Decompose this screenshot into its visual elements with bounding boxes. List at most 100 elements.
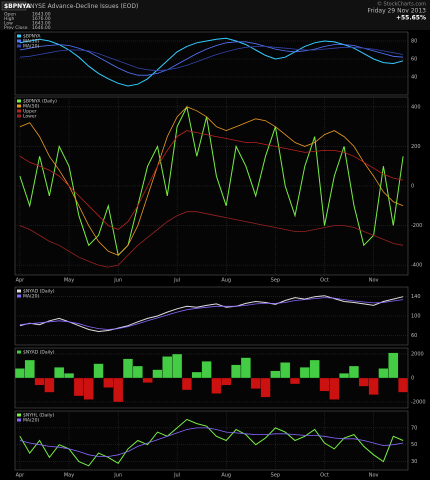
legend-label: MA(20) [23, 294, 39, 300]
y-tick-label: 60 [411, 333, 417, 339]
bar [162, 356, 173, 379]
legend-swatch [17, 413, 21, 417]
y-tick-label: -400 [411, 263, 422, 269]
legend-swatch [17, 114, 21, 118]
legend-swatch [17, 418, 21, 422]
bar [368, 377, 379, 395]
y-tick-label: 2000 [411, 352, 424, 358]
bar [113, 377, 124, 403]
y-tick-label: 50 [411, 442, 417, 448]
symbol: $BPNYA [4, 3, 31, 10]
x-tick-label: May [64, 278, 74, 284]
bar [260, 377, 271, 398]
legend-label: MA(50) [23, 104, 39, 110]
y-tick-label: 80 [411, 39, 417, 45]
x-tick-label: Nov [369, 473, 379, 479]
field-label: Open [4, 12, 16, 18]
legend-label: Upper [23, 109, 37, 115]
bar [83, 377, 94, 400]
legend-label: $NYAD (Daily) [23, 350, 55, 356]
legend-label: MA(20) [23, 418, 39, 424]
bar [191, 371, 202, 379]
x-tick-label: Sep [271, 473, 280, 479]
legend-swatch [17, 34, 21, 38]
y-tick-label: 400 [411, 104, 421, 110]
y-tick-label: 30 [411, 459, 417, 465]
bar [181, 377, 192, 391]
header-date: Friday 29 Nov 2013 [367, 8, 426, 15]
field-value: 1646.00 [32, 25, 51, 31]
x-tick-label: Jun [113, 473, 122, 479]
bar [280, 362, 291, 379]
legend-label: MA(10) [23, 39, 39, 45]
x-tick-label: Nov [369, 278, 379, 284]
x-tick-label: Apr [16, 473, 26, 479]
bar [172, 353, 183, 379]
x-tick-label: May [64, 473, 74, 479]
x-tick-label: Jul [173, 278, 180, 284]
x-tick-label: Apr [16, 278, 26, 284]
bar [63, 373, 75, 379]
series-line [19, 295, 404, 333]
bar [54, 367, 65, 379]
y-tick-label: 60 [411, 57, 417, 63]
bar [329, 377, 340, 400]
y-tick-label: 70 [411, 425, 417, 431]
x-tick-label: Aug [221, 473, 231, 479]
legend-swatch [17, 109, 21, 113]
bar [34, 377, 45, 386]
legend-swatch [17, 44, 21, 48]
bar [93, 363, 104, 379]
legend-swatch [17, 289, 21, 293]
legend-swatch [17, 99, 21, 103]
bar [398, 377, 409, 393]
legend-swatch [17, 350, 21, 354]
header-title: NYSE Advance-Decline Issues (EOD) [30, 3, 138, 10]
field-value: 1643.00 [32, 21, 51, 27]
field-value: 1676.00 [32, 16, 51, 22]
x-tick-label: Jul [173, 473, 180, 479]
bar [230, 364, 242, 379]
legend-label: $BPNYA (Daily) [23, 99, 57, 105]
legend-label: $BPNYA [23, 34, 41, 40]
bar [142, 377, 153, 383]
y-tick-label: 0 [411, 376, 414, 382]
x-tick-label: Oct [320, 473, 329, 479]
legend-swatch [17, 104, 21, 108]
bar [24, 359, 35, 379]
series-line [19, 46, 404, 72]
y-tick-label: 40 [411, 75, 417, 81]
bar [103, 377, 114, 388]
series-line [19, 106, 404, 256]
y-tick-label: 140 [411, 294, 421, 300]
legend-label: $NYAD (Daily) [23, 289, 55, 295]
legend-label: $NYHL (Daily) [23, 413, 54, 419]
legend-swatch [17, 294, 21, 298]
bar [339, 373, 350, 379]
y-tick-label: -2000 [411, 400, 426, 406]
x-tick-label: Jun [113, 278, 122, 284]
bar [270, 370, 281, 379]
source: © StockCharts.com [377, 1, 426, 8]
bar [319, 377, 330, 392]
field-label: High [4, 16, 14, 22]
field-label: Low [4, 21, 13, 27]
bar [132, 365, 143, 379]
panel [14, 31, 409, 96]
series-line [19, 41, 404, 76]
bar [201, 361, 212, 379]
y-tick-label: -200 [411, 223, 422, 229]
bar [240, 357, 251, 379]
x-tick-label: Oct [320, 278, 329, 284]
bar [348, 365, 360, 379]
series-line [19, 130, 404, 230]
bar [309, 359, 320, 379]
legend-label: Lower [23, 114, 37, 120]
bar [250, 377, 261, 389]
bar [221, 377, 232, 386]
symbol-box [1, 1, 27, 11]
bar [289, 377, 301, 385]
header-panel [0, 0, 430, 30]
legend-swatch [17, 39, 21, 43]
series-line [19, 37, 404, 87]
